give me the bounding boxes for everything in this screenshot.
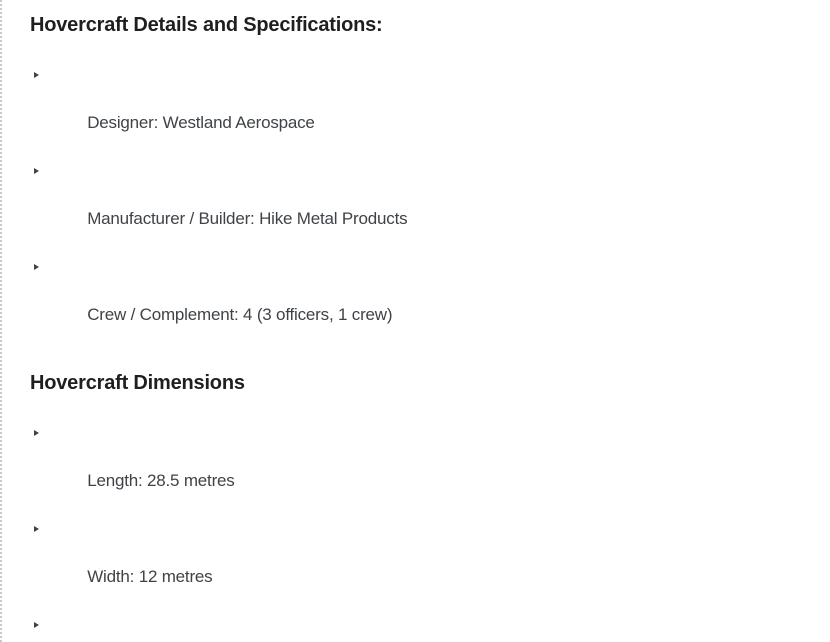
list-item: Designer: Westland Aerospace — [34, 63, 812, 159]
list-item: Length: 28.5 metres — [34, 421, 812, 517]
list-item-text: Manufacturer / Builder: Hike Metal Produ… — [87, 209, 408, 228]
section-hovercraft-details: Hovercraft Details and Specifications: D… — [30, 14, 812, 351]
list-item: Height: (on cushion)12 meters — [34, 613, 812, 642]
section-hovercraft-dimensions: Hovercraft Dimensions Length: 28.5 metre… — [30, 372, 812, 642]
section-heading: Hovercraft Dimensions — [30, 372, 245, 394]
list-item: Crew / Complement: 4 (3 officers, 1 crew… — [34, 255, 812, 351]
triangle-bullet-icon — [34, 264, 39, 270]
list-item-text: Length: 28.5 metres — [87, 471, 235, 490]
list-item-text: Width: 12 metres — [87, 567, 213, 586]
triangle-bullet-icon — [34, 168, 39, 174]
list-item: Manufacturer / Builder: Hike Metal Produ… — [34, 159, 812, 255]
section-heading: Hovercraft Details and Specifications: — [30, 14, 383, 36]
list-item-text: Designer: Westland Aerospace — [87, 113, 315, 132]
triangle-bullet-icon — [34, 72, 39, 78]
spec-list: Designer: Westland Aerospace Manufacture… — [30, 63, 812, 351]
list-item: Width: 12 metres — [34, 517, 812, 613]
triangle-bullet-icon — [34, 430, 39, 436]
list-item-text: Crew / Complement: 4 (3 officers, 1 crew… — [87, 305, 393, 324]
triangle-bullet-icon — [34, 526, 39, 532]
spec-list: Length: 28.5 metres Width: 12 metres Hei… — [30, 421, 812, 642]
triangle-bullet-icon — [34, 622, 39, 628]
